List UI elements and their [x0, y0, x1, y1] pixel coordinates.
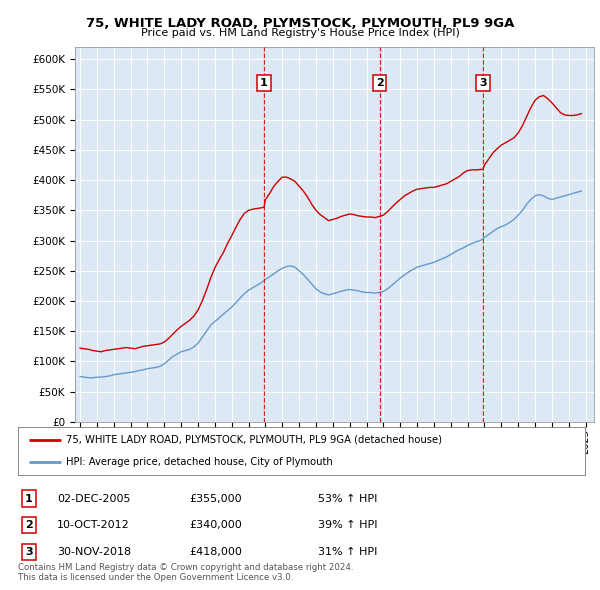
Text: 31% ↑ HPI: 31% ↑ HPI — [318, 547, 377, 556]
Text: 3: 3 — [25, 547, 32, 556]
Text: Contains HM Land Registry data © Crown copyright and database right 2024.: Contains HM Land Registry data © Crown c… — [18, 563, 353, 572]
Text: 2: 2 — [25, 520, 32, 530]
Text: 1: 1 — [260, 78, 268, 88]
Text: 10-OCT-2012: 10-OCT-2012 — [57, 520, 130, 530]
Text: 39% ↑ HPI: 39% ↑ HPI — [318, 520, 377, 530]
Text: 53% ↑ HPI: 53% ↑ HPI — [318, 494, 377, 503]
Text: 2: 2 — [376, 78, 383, 88]
Text: This data is licensed under the Open Government Licence v3.0.: This data is licensed under the Open Gov… — [18, 573, 293, 582]
Text: £340,000: £340,000 — [189, 520, 242, 530]
Text: 02-DEC-2005: 02-DEC-2005 — [57, 494, 131, 503]
Text: Price paid vs. HM Land Registry's House Price Index (HPI): Price paid vs. HM Land Registry's House … — [140, 28, 460, 38]
Text: £418,000: £418,000 — [189, 547, 242, 556]
Text: 1: 1 — [25, 494, 32, 503]
Text: 30-NOV-2018: 30-NOV-2018 — [57, 547, 131, 556]
Text: 75, WHITE LADY ROAD, PLYMSTOCK, PLYMOUTH, PL9 9GA: 75, WHITE LADY ROAD, PLYMSTOCK, PLYMOUTH… — [86, 17, 514, 30]
Text: 75, WHITE LADY ROAD, PLYMSTOCK, PLYMOUTH, PL9 9GA (detached house): 75, WHITE LADY ROAD, PLYMSTOCK, PLYMOUTH… — [66, 435, 442, 445]
Text: HPI: Average price, detached house, City of Plymouth: HPI: Average price, detached house, City… — [66, 457, 333, 467]
Text: 3: 3 — [479, 78, 487, 88]
Text: £355,000: £355,000 — [189, 494, 242, 503]
